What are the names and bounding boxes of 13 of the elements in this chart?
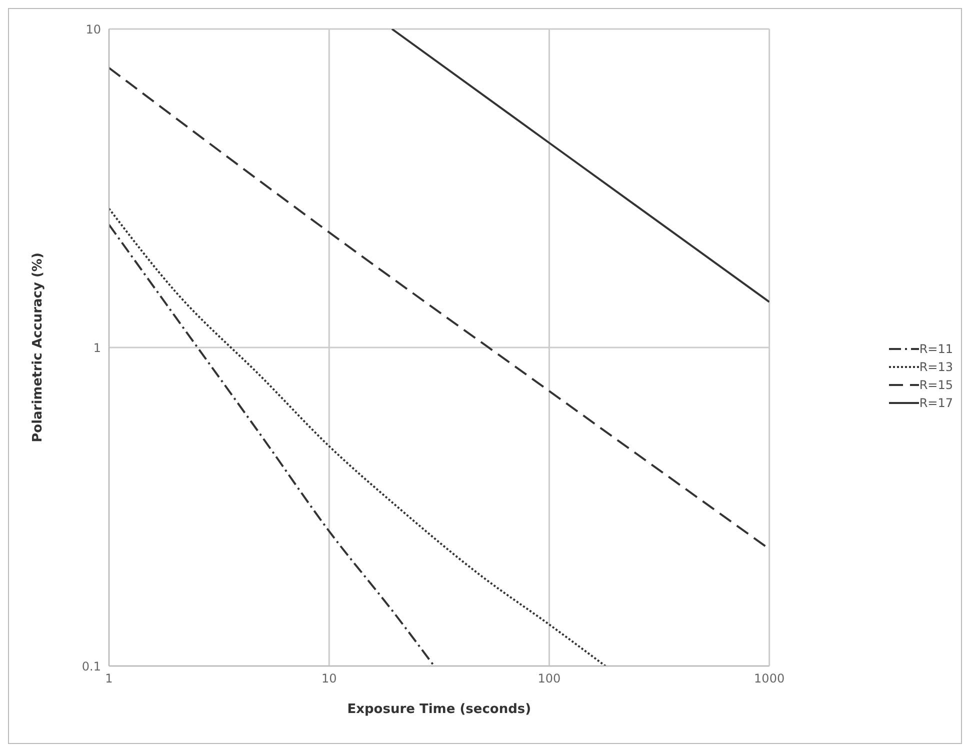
x-tick-label: 10: [321, 672, 337, 686]
legend-label: R=15: [919, 378, 953, 392]
x-tick-label: 1000: [754, 672, 785, 686]
legend-label: R=17: [919, 396, 953, 410]
x-tick-label: 100: [538, 672, 561, 686]
legend-label: R=13: [919, 360, 953, 374]
x-tick-label: 1: [105, 672, 113, 686]
y-axis-title: Polarimetric Accuracy (%): [30, 252, 46, 442]
y-tick-label: 0.1: [82, 659, 101, 674]
legend-label: R=11: [919, 342, 953, 356]
y-tick-label: 10: [86, 22, 101, 36]
y-tick-label: 1: [93, 340, 101, 355]
x-axis-title: Exposure Time (seconds): [347, 702, 532, 718]
